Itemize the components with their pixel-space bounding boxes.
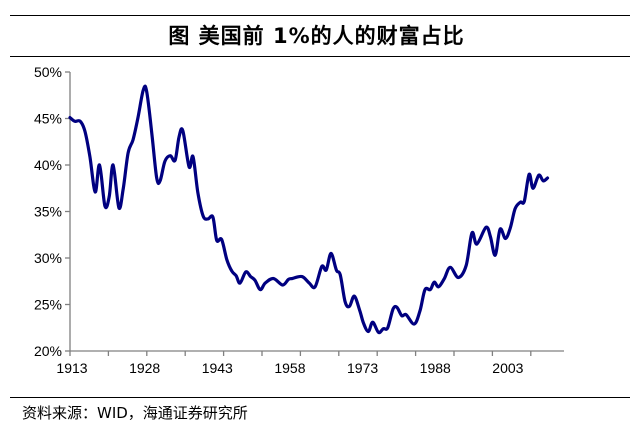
line-chart: 20% 25% 30% 35% 40% 45% 50% 1913 1928 1943 1958 197… [34,64,564,376]
y-tick-label: 40% [34,157,62,173]
x-tick-label: 1973 [347,360,378,376]
axes: 20% 25% 30% 35% 40% 45% 50% 1913 1928 1943 1958 197… [34,64,564,376]
x-tick-label: 1988 [420,360,451,376]
y-tick-label: 20% [34,343,62,359]
x-tick-label: 1943 [202,360,233,376]
y-tick-label: 50% [34,64,62,80]
top-rule [10,15,630,16]
series-line [68,84,550,335]
source-note: 资料来源：WID，海通证券研究所 [22,404,248,422]
series-marks [68,84,550,335]
title-rule [10,56,630,57]
source-rule [10,397,630,398]
chart-title: 图 美国前 1%的人的财富占比 [168,24,465,48]
x-tick-label: 2003 [492,360,523,376]
x-tick-label: 1958 [274,360,305,376]
x-tick-label: 1913 [56,360,87,376]
x-tick-label: 1928 [129,360,160,376]
y-tick-label: 35% [34,204,62,220]
y-tick-label: 30% [34,250,62,266]
y-tick-label: 25% [34,297,62,313]
y-tick-label: 45% [34,111,62,127]
